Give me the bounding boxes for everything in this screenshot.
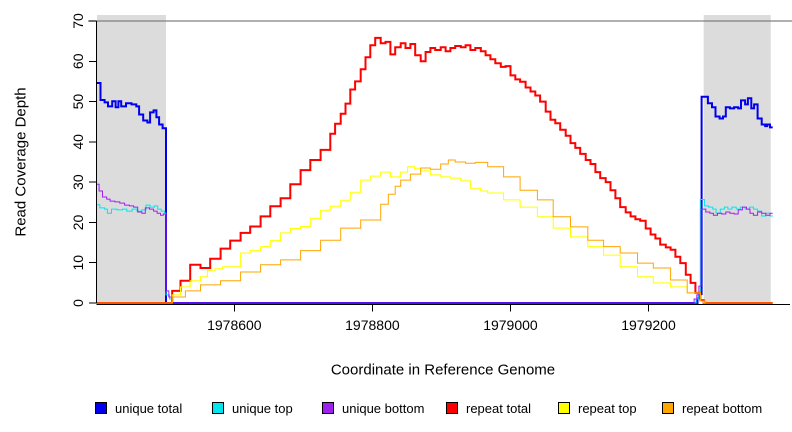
legend-swatch-repeat-top [558,402,570,414]
y-tick-label: 60 [70,53,86,69]
legend-label: unique top [232,400,293,416]
series-line-unique-top [97,199,773,304]
y-tick-label: 50 [70,94,86,110]
x-tick-label: 1978800 [345,317,400,333]
y-tick-label: 0 [70,299,86,307]
legend-swatch-unique-total [95,402,107,414]
legend-item-unique-bottom: unique bottom [322,400,425,416]
coverage-plot-canvas: 0 10 20 30 40 50 60 70 1978600 1978800 1979000 1979… [70,13,792,333]
legend-label: repeat total [466,400,532,416]
x-tick-label: 1979200 [621,317,676,333]
x-tick-label: 1979000 [483,317,538,333]
legend-label: repeat top [578,400,637,416]
legend-swatch-unique-bottom [322,402,334,414]
x-tick-label: 1978600 [207,317,262,333]
series-line-unique-bottom [97,183,773,304]
shaded-flank-region [97,15,166,303]
series-line-repeat-top [97,166,773,304]
y-tick-label: 30 [70,174,86,190]
shaded-flank-region [703,15,771,303]
y-tick-label: 10 [70,255,86,271]
legend-swatch-repeat-total [446,402,458,414]
legend-label: unique bottom [342,400,425,416]
legend-label: repeat bottom [682,400,763,416]
x-axis-title: Coordinate in Reference Genome [330,361,556,379]
y-axis-title: Read Coverage Depth [12,87,30,237]
legend-swatch-repeat-bottom [662,402,674,414]
legend-swatch-unique-top [212,402,224,414]
y-tick-label: 70 [70,13,86,29]
legend-item-unique-total: unique total [95,400,183,416]
y-tick-label: 40 [70,134,86,150]
series-line-repeat-total [97,36,773,304]
y-tick-label: 20 [70,214,86,230]
legend-item-repeat-bottom: repeat bottom [662,400,763,416]
legend-item-repeat-top: repeat top [558,400,637,416]
legend-item-repeat-total: repeat total [446,400,532,416]
legend-item-unique-top: unique top [212,400,293,416]
series-line-unique-total [97,82,773,304]
series-line-repeat-bottom [97,159,773,304]
legend-label: unique total [115,400,183,416]
